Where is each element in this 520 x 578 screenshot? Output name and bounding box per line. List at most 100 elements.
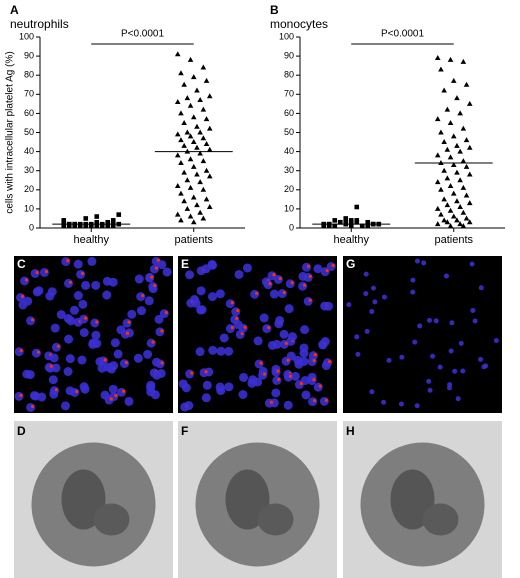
y-tick-label: 80 bbox=[284, 70, 294, 80]
data-point bbox=[110, 218, 116, 223]
chart-title: neutrophils bbox=[10, 17, 69, 31]
cell bbox=[195, 347, 205, 357]
cell bbox=[318, 340, 328, 350]
platelet-signal bbox=[68, 280, 73, 285]
panel-label: G bbox=[346, 257, 355, 271]
cell bbox=[272, 339, 282, 349]
data-point bbox=[463, 192, 470, 198]
data-point bbox=[463, 163, 470, 169]
cell bbox=[437, 364, 443, 370]
data-point bbox=[454, 169, 460, 175]
data-point bbox=[466, 100, 473, 106]
platelet-signal bbox=[81, 271, 85, 276]
data-point bbox=[206, 173, 213, 179]
platelet-signal bbox=[150, 275, 154, 279]
cell bbox=[109, 361, 119, 371]
data-point bbox=[187, 213, 194, 219]
cell bbox=[18, 300, 28, 310]
platelet-signal bbox=[54, 388, 59, 392]
platelet-signal bbox=[103, 358, 107, 362]
data-point bbox=[203, 77, 210, 83]
cell bbox=[181, 383, 191, 393]
cell bbox=[398, 401, 404, 407]
platelet-signal bbox=[56, 344, 61, 348]
data-point bbox=[434, 205, 441, 211]
panel-label: H bbox=[346, 424, 355, 438]
data-point bbox=[197, 97, 203, 103]
cell bbox=[30, 391, 40, 401]
platelet-signal bbox=[84, 316, 88, 320]
y-tick-label: 90 bbox=[284, 50, 294, 60]
platelet-signal bbox=[75, 389, 79, 394]
data-point bbox=[434, 55, 441, 61]
cell bbox=[472, 318, 478, 324]
cell bbox=[91, 280, 101, 290]
cell bbox=[73, 259, 83, 269]
platelet-signal bbox=[31, 404, 35, 409]
platelet-signal bbox=[19, 349, 23, 353]
cell bbox=[478, 285, 484, 291]
platelet-signal bbox=[160, 329, 164, 333]
platelet-signal bbox=[282, 290, 286, 295]
data-point bbox=[447, 223, 454, 229]
platelet-signal bbox=[267, 325, 271, 330]
platelet-signal bbox=[312, 359, 316, 363]
data-point bbox=[343, 216, 349, 221]
cell bbox=[154, 314, 164, 324]
cell bbox=[208, 292, 218, 302]
cell bbox=[299, 348, 309, 358]
platelet-signal bbox=[24, 278, 29, 282]
data-point bbox=[450, 161, 457, 167]
data-point bbox=[61, 219, 67, 225]
data-point bbox=[206, 146, 213, 152]
y-tick-label: 40 bbox=[24, 146, 34, 156]
y-tick-label: 10 bbox=[24, 203, 34, 213]
cell bbox=[50, 323, 60, 333]
data-point bbox=[441, 167, 447, 173]
data-point bbox=[441, 87, 447, 93]
platelet-signal bbox=[19, 393, 23, 397]
cell bbox=[215, 289, 225, 299]
cell bbox=[269, 289, 279, 299]
cell bbox=[313, 264, 323, 274]
cell bbox=[79, 328, 89, 338]
platelet-signal bbox=[308, 298, 312, 302]
cell bbox=[446, 385, 452, 391]
data-point bbox=[454, 217, 460, 223]
y-tick-label: 50 bbox=[284, 127, 294, 137]
cell bbox=[242, 263, 252, 273]
cell bbox=[143, 349, 153, 359]
cell bbox=[73, 291, 83, 301]
cell bbox=[133, 353, 143, 363]
data-point bbox=[187, 56, 194, 62]
platelet-signal bbox=[230, 301, 234, 305]
cell bbox=[371, 285, 377, 291]
data-point bbox=[187, 133, 194, 139]
platelet-signal bbox=[276, 369, 280, 373]
platelet-signal bbox=[127, 320, 131, 324]
data-point bbox=[110, 223, 116, 229]
data-point bbox=[178, 160, 184, 166]
cell bbox=[452, 368, 458, 374]
micrograph: F bbox=[178, 421, 337, 578]
cell bbox=[253, 336, 263, 346]
cell bbox=[414, 258, 420, 264]
data-point bbox=[99, 223, 105, 229]
cell bbox=[271, 388, 281, 398]
data-point bbox=[190, 163, 197, 169]
data-point bbox=[460, 158, 467, 164]
data-point bbox=[178, 70, 184, 76]
cell bbox=[369, 389, 375, 395]
platelet-signal bbox=[259, 361, 263, 365]
cell bbox=[91, 330, 101, 340]
cell bbox=[127, 309, 137, 319]
data-point bbox=[460, 223, 467, 229]
data-point bbox=[354, 204, 360, 210]
y-tick-label: 60 bbox=[24, 108, 34, 118]
cell bbox=[363, 291, 369, 297]
data-point bbox=[190, 194, 197, 200]
panel-label: D bbox=[17, 424, 26, 438]
cell bbox=[216, 346, 226, 356]
p-value: P<0.0001 bbox=[381, 29, 425, 40]
cell bbox=[87, 256, 97, 266]
